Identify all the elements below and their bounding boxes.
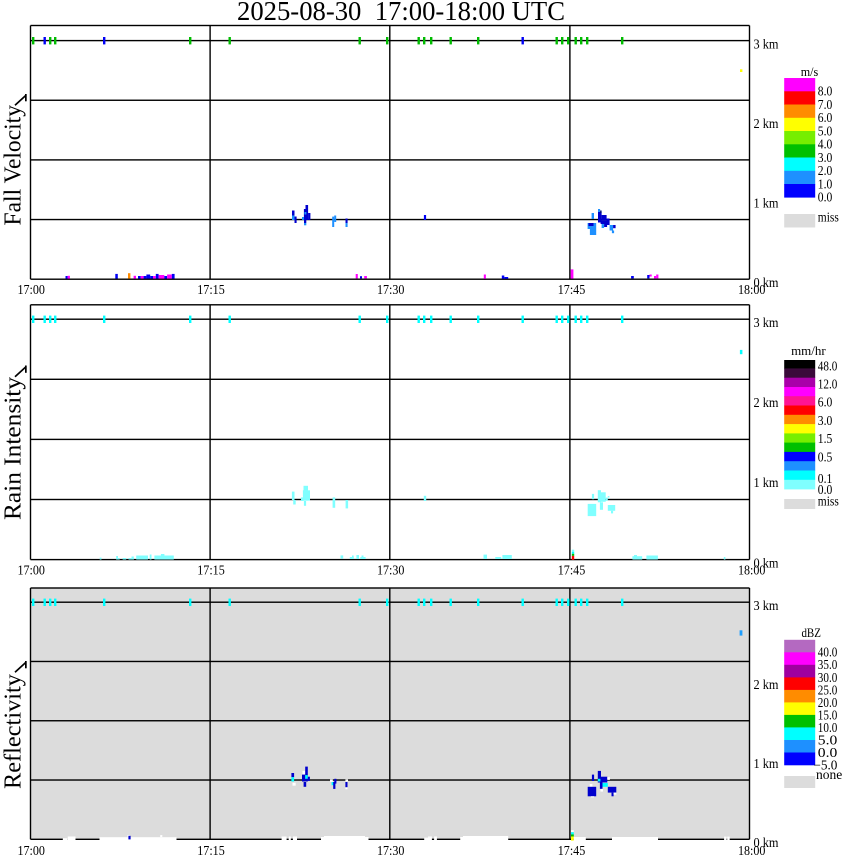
svg-text:3 km: 3 km — [754, 315, 779, 330]
svg-text:miss: miss — [818, 494, 839, 509]
svg-text:17:15: 17:15 — [197, 282, 225, 297]
svg-text:dBZ: dBZ — [801, 625, 821, 640]
svg-text:0.0: 0.0 — [818, 190, 833, 205]
svg-text:0.0: 0.0 — [818, 745, 838, 760]
svg-text:6.0: 6.0 — [818, 110, 833, 125]
svg-text:1 km: 1 km — [754, 756, 779, 771]
svg-text:0 km: 0 km — [754, 275, 779, 290]
svg-text:2025-08-30 17:00-18:00 UTC: 2025-08-30 17:00-18:00 UTC — [237, 0, 565, 26]
svg-text:17:30: 17:30 — [377, 282, 405, 297]
svg-text:−5.0: −5.0 — [813, 757, 837, 772]
svg-text:Reflectivity: Reflectivity — [0, 673, 27, 789]
svg-text:m/s: m/s — [801, 64, 819, 79]
svg-text:2.0: 2.0 — [818, 163, 833, 178]
svg-text:1.5: 1.5 — [818, 431, 833, 446]
svg-text:6.0: 6.0 — [818, 395, 833, 410]
svg-text:35.0: 35.0 — [818, 657, 838, 672]
svg-text:17:30: 17:30 — [377, 563, 405, 578]
svg-text:5.0: 5.0 — [818, 123, 833, 138]
svg-text:4.0: 4.0 — [818, 137, 833, 152]
svg-text:3.0: 3.0 — [818, 413, 833, 428]
svg-text:15.0: 15.0 — [818, 707, 838, 722]
svg-text:17:30: 17:30 — [377, 843, 405, 858]
svg-text:7.0: 7.0 — [818, 97, 833, 112]
svg-text:0 km: 0 km — [754, 555, 779, 570]
svg-text:0.5: 0.5 — [818, 449, 833, 464]
svg-text:17:00: 17:00 — [17, 563, 45, 578]
svg-text:17:15: 17:15 — [197, 563, 225, 578]
svg-text:2 km: 2 km — [754, 116, 779, 131]
svg-text:20.0: 20.0 — [818, 695, 838, 710]
svg-text:Rain Intensity: Rain Intensity — [0, 376, 27, 520]
svg-text:8.0: 8.0 — [818, 84, 833, 99]
svg-text:Fall Velocity: Fall Velocity — [0, 104, 27, 225]
svg-text:5.0: 5.0 — [818, 732, 838, 747]
svg-text:0.0: 0.0 — [818, 482, 833, 497]
svg-text:none: none — [816, 767, 842, 782]
svg-text:17:45: 17:45 — [558, 563, 586, 578]
svg-text:3 km: 3 km — [754, 36, 779, 51]
svg-text:48.0: 48.0 — [818, 358, 838, 373]
svg-text:18:00: 18:00 — [738, 282, 766, 297]
svg-text:0.1: 0.1 — [818, 471, 833, 486]
svg-text:18:00: 18:00 — [738, 843, 766, 858]
svg-text:17:00: 17:00 — [17, 843, 45, 858]
svg-text:1.0: 1.0 — [818, 176, 833, 191]
svg-text:3 km: 3 km — [754, 598, 779, 613]
svg-text:30.0: 30.0 — [818, 670, 838, 685]
svg-text:12.0: 12.0 — [818, 377, 838, 392]
svg-text:1 km: 1 km — [754, 195, 779, 210]
svg-text:2 km: 2 km — [754, 677, 779, 692]
svg-text:17:45: 17:45 — [558, 282, 586, 297]
svg-text:17:00: 17:00 — [17, 282, 45, 297]
svg-text:25.0: 25.0 — [818, 682, 838, 697]
svg-text:0 km: 0 km — [754, 835, 779, 850]
svg-text:18:00: 18:00 — [738, 563, 766, 578]
svg-text:miss: miss — [818, 209, 839, 224]
svg-text:10.0: 10.0 — [818, 720, 838, 735]
svg-text:1 km: 1 km — [754, 475, 779, 490]
svg-text:mm/hr: mm/hr — [791, 343, 826, 358]
svg-text:2 km: 2 km — [754, 395, 779, 410]
svg-text:17:15: 17:15 — [197, 843, 225, 858]
svg-text:3.0: 3.0 — [818, 150, 833, 165]
svg-text:40.0: 40.0 — [818, 645, 838, 660]
svg-text:17:45: 17:45 — [558, 843, 586, 858]
